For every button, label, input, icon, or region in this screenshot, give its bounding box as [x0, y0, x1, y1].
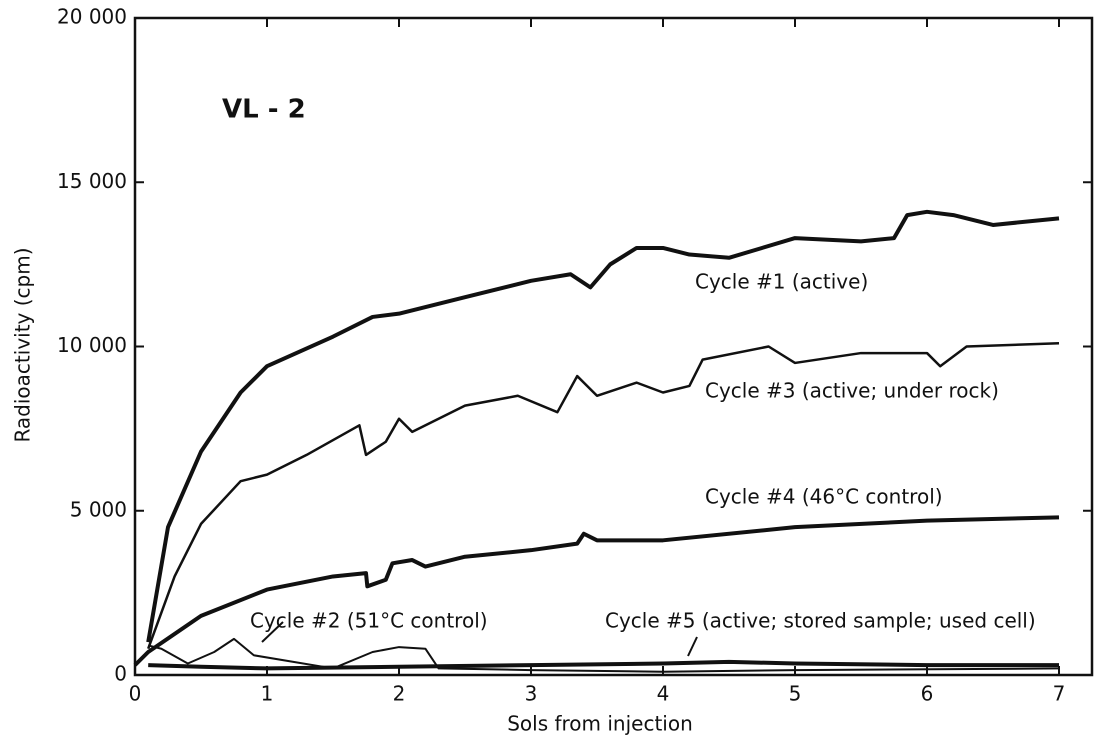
x-tick-label: 4 [657, 682, 670, 706]
annotation: VL - 2 [222, 95, 306, 125]
x-tick-label: 1 [261, 682, 274, 706]
pointer [687, 636, 698, 657]
series-label: Cycle #4 (46°C control) [705, 485, 943, 509]
x-tick-label: 5 [789, 682, 802, 706]
y-tick-label: 0 [114, 662, 127, 686]
series-line [146, 209, 1060, 643]
series-line [147, 637, 1060, 673]
y-axis-label: Radioactivity (cpm) [11, 247, 35, 442]
y-tick-label: 5 000 [70, 497, 127, 521]
series-line [147, 341, 1060, 650]
x-tick-label: 6 [921, 682, 934, 706]
x-tick-label: 7 [1053, 682, 1066, 706]
x-tick-label: 0 [129, 682, 142, 706]
pointer [261, 621, 284, 643]
series-label: Cycle #1 (active) [695, 270, 868, 294]
y-tick-label: 10 000 [57, 333, 127, 357]
x-axis-label: Sols from injection [507, 712, 693, 736]
x-tick-label: 2 [393, 682, 406, 706]
series-label: Cycle #3 (active; under rock) [705, 379, 999, 403]
series-label: Cycle #2 (51°C control) [250, 609, 488, 633]
series-label: Cycle #5 (active; stored sample; used ce… [605, 609, 1036, 633]
y-tick-label: 15 000 [57, 169, 127, 193]
series-line [148, 659, 1059, 671]
x-tick-label: 3 [525, 682, 538, 706]
series-line [133, 515, 1060, 667]
y-tick-label: 20 000 [57, 5, 127, 29]
